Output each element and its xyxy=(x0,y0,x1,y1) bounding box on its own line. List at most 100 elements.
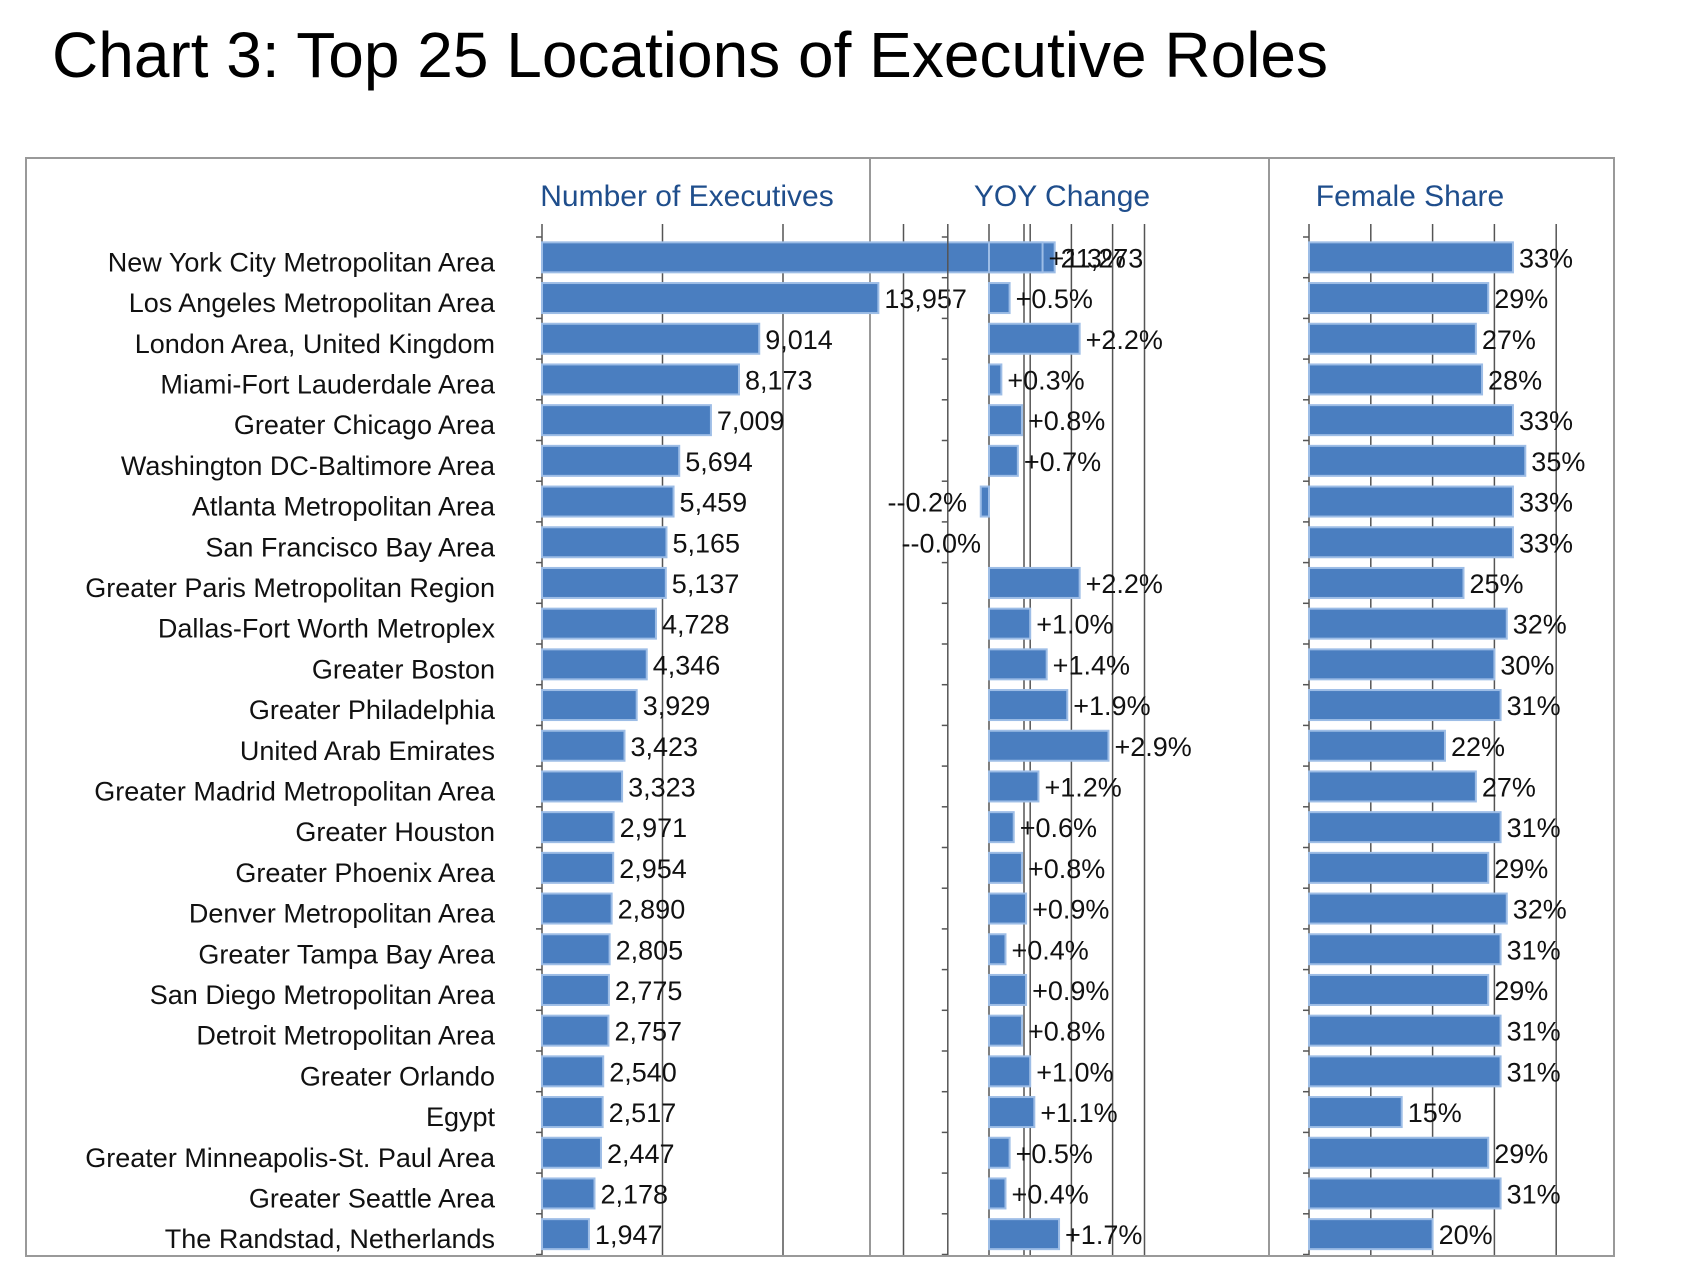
data-label: 3,929 xyxy=(643,691,711,721)
data-bar xyxy=(1308,770,1477,803)
category-label: Detroit Metropolitan Area xyxy=(196,1021,496,1051)
category-label: Miami-Fort Lauderdale Area xyxy=(160,369,496,399)
data-bar xyxy=(541,607,657,640)
chart-svg: New York City Metropolitan Area Los Angel… xyxy=(85,159,1585,1255)
data-bar xyxy=(1308,1096,1403,1129)
data-label: 31% xyxy=(1507,691,1561,721)
data-bar xyxy=(1308,566,1465,599)
data-label: 31% xyxy=(1507,935,1561,965)
data-label: +1.4% xyxy=(1053,650,1130,680)
data-label: 4,728 xyxy=(662,610,730,640)
category-label: Greater Philadelphia xyxy=(249,695,496,725)
data-label: +0.7% xyxy=(1024,447,1101,477)
data-label: 4,346 xyxy=(653,650,721,680)
chart-title: Chart 3: Top 25 Locations of Executive R… xyxy=(52,19,1328,91)
data-bar xyxy=(541,1136,602,1169)
data-bar xyxy=(541,363,740,396)
data-bar xyxy=(1308,1218,1434,1251)
panel-header: YOY Change xyxy=(974,180,1150,213)
data-label: 2,971 xyxy=(620,813,688,843)
data-label: +1.0% xyxy=(1036,610,1113,640)
data-bar xyxy=(541,811,615,844)
category-label: Greater Seattle Area xyxy=(249,1183,496,1213)
data-bar xyxy=(988,1177,1007,1210)
data-bar xyxy=(541,892,613,925)
data-bar xyxy=(988,1218,1061,1251)
category-label: San Francisco Bay Area xyxy=(205,532,496,562)
data-label: 25% xyxy=(1470,569,1524,599)
category-label: Greater Phoenix Area xyxy=(235,858,496,888)
data-bar xyxy=(541,648,648,681)
category-label: Atlanta Metropolitan Area xyxy=(192,492,496,522)
category-label: The Randstad, Netherlands xyxy=(165,1224,495,1254)
data-bar xyxy=(541,1096,604,1129)
data-label: 2,775 xyxy=(615,976,683,1006)
data-label: 5,694 xyxy=(685,447,753,477)
data-bar xyxy=(541,851,615,884)
data-bar xyxy=(541,1014,610,1047)
data-label: 2,517 xyxy=(609,1098,677,1128)
data-bar xyxy=(1308,973,1490,1006)
data-label: 32% xyxy=(1513,895,1567,925)
data-bar xyxy=(979,485,991,518)
data-label: 27% xyxy=(1482,325,1536,355)
panel-header: Female Share xyxy=(1316,180,1504,213)
data-label: 31% xyxy=(1507,1017,1561,1047)
data-bar xyxy=(988,322,1081,355)
data-bar xyxy=(1308,1136,1490,1169)
data-label: +0.9% xyxy=(1032,895,1109,925)
data-bar xyxy=(988,892,1028,925)
data-label: 31% xyxy=(1507,1179,1561,1209)
data-label: 5,137 xyxy=(672,569,740,599)
data-label: +0.4% xyxy=(1011,1179,1088,1209)
data-label: --0.2% xyxy=(887,488,967,518)
panel-header: Number of Executives xyxy=(540,180,833,213)
data-bar xyxy=(541,689,638,722)
data-label: +2.2% xyxy=(1086,325,1163,355)
data-bar xyxy=(1308,811,1502,844)
data-label: 29% xyxy=(1494,284,1548,314)
category-label: Greater Orlando xyxy=(300,1061,495,1091)
data-label: 5,165 xyxy=(672,528,740,558)
data-label: +1.0% xyxy=(1036,1057,1113,1087)
category-label: London Area, United Kingdom xyxy=(135,329,495,359)
data-label: 33% xyxy=(1519,488,1573,518)
data-label: 15% xyxy=(1408,1098,1462,1128)
category-label: Egypt xyxy=(426,1102,496,1132)
category-label: New York City Metropolitan Area xyxy=(108,247,496,277)
data-label: +2.2% xyxy=(1086,569,1163,599)
data-label: 7,009 xyxy=(717,406,785,436)
data-bar xyxy=(1308,526,1514,559)
chart-frame: New York City Metropolitan Area Los Angel… xyxy=(25,157,1615,1257)
data-label: 33% xyxy=(1519,406,1573,436)
data-label: 13,957 xyxy=(884,284,967,314)
category-label: Greater Madrid Metropolitan Area xyxy=(94,776,496,806)
data-label: 8,173 xyxy=(745,365,813,395)
data-bar xyxy=(541,973,610,1006)
data-bar xyxy=(541,404,712,437)
data-bar xyxy=(988,973,1028,1006)
category-label: Greater Paris Metropolitan Region xyxy=(85,573,495,603)
data-bar xyxy=(1308,1055,1502,1088)
data-bar xyxy=(1308,485,1514,518)
data-label: 31% xyxy=(1507,1057,1561,1087)
data-bar xyxy=(541,241,1056,274)
data-bar xyxy=(988,811,1015,844)
data-bar xyxy=(541,1218,590,1251)
data-bar xyxy=(988,1136,1011,1169)
data-bar xyxy=(1308,648,1496,681)
data-bar xyxy=(988,933,1007,966)
data-bar xyxy=(1308,851,1490,884)
data-label: 29% xyxy=(1494,1139,1548,1169)
data-bar xyxy=(541,770,624,803)
data-label: 31% xyxy=(1507,813,1561,843)
data-label: +0.5% xyxy=(1016,284,1093,314)
data-bar xyxy=(541,1177,596,1210)
data-bar xyxy=(988,607,1032,640)
data-bar xyxy=(988,404,1023,437)
data-bar xyxy=(988,729,1110,762)
data-bar xyxy=(541,729,626,762)
data-bar xyxy=(1308,607,1508,640)
data-label: +1.1% xyxy=(1040,1098,1117,1128)
data-label: +0.3% xyxy=(1007,365,1084,395)
